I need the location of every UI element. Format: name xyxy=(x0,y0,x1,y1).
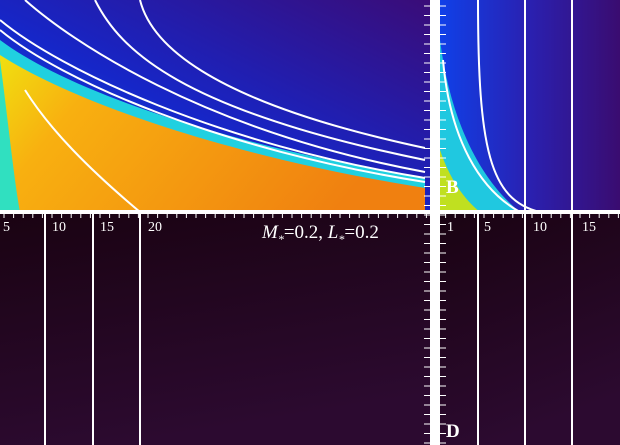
horizontal-axis xyxy=(0,210,620,214)
x-tick-label: 1 xyxy=(447,220,454,235)
x-tick-label: 15 xyxy=(582,220,596,235)
panel-label: D xyxy=(446,421,460,442)
contours-a xyxy=(0,0,426,213)
green-edge xyxy=(0,60,20,212)
cyan-b xyxy=(440,40,520,212)
panel-label: B xyxy=(446,177,459,198)
x-tick-label: 10 xyxy=(533,220,547,235)
yellow-b xyxy=(440,150,480,212)
contours-cd xyxy=(44,212,573,445)
x-tick-label: 15 xyxy=(100,220,114,235)
x-tick-label: 20 xyxy=(148,220,162,235)
axis-ticks xyxy=(3,5,619,444)
x-tick-label: 5 xyxy=(484,220,491,235)
warm-region xyxy=(0,55,425,212)
panel-d-bg xyxy=(440,214,620,445)
panel-c-bg xyxy=(0,214,430,445)
x-tick-label: 10 xyxy=(52,220,66,235)
x-tick-label: 5 xyxy=(3,220,10,235)
annotation: M*=0.2, L*=0.2 xyxy=(261,222,379,246)
vertical-axis xyxy=(430,0,440,445)
contours-b xyxy=(442,0,573,213)
